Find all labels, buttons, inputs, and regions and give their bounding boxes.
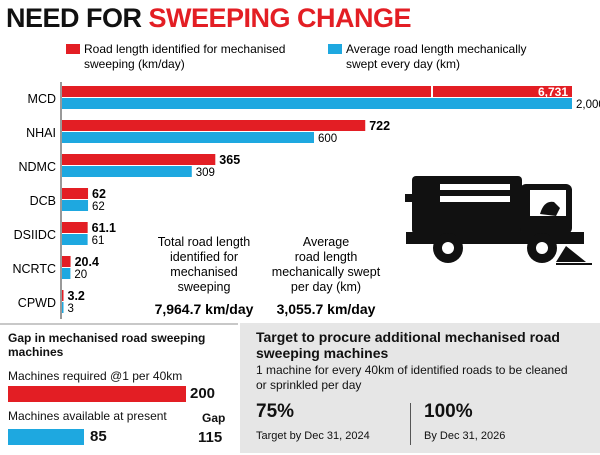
gap-value: 115 [198,429,223,446]
category-label-ncrtc: NCRTC [12,262,56,276]
bar-identified-nhai [62,120,366,131]
legend-red-label-line2: sweeping (km/day) [84,57,185,71]
legend-red-label-line1: Road length identified for mechanised [84,42,285,56]
total-swept-line2: road length [295,250,358,264]
total-identified: Total road length identified for mechani… [155,235,254,317]
value-label-identified-ncrtc: 20.4 [75,255,99,269]
total-identified-line2: identified for [170,250,238,264]
title-part-2: SWEEPING CHANGE [148,3,412,33]
value-label-identified-dcb: 62 [92,187,106,201]
total-swept: Average road length mechanically swept p… [272,235,381,317]
value-label-identified-cpwd: 3.2 [68,289,85,303]
bar-chart: Road length identified for mechanised sw… [12,42,600,319]
category-label-nhai: NHAI [26,126,56,140]
target-panel-description: 1 machine for every 40km of identified r… [256,363,568,392]
target1-percent: 75% [256,401,295,422]
bar-swept-dcb [62,200,89,211]
target-divider [410,403,411,445]
target-panel-title: Target to procure additional mechanised … [256,329,560,361]
legend-swatch-red [66,44,80,54]
gap-panel: Gap in mechanised road sweeping machines… [0,323,238,455]
category-label-cpwd: CPWD [18,296,56,310]
gap-panel-title: Gap in mechanised road sweeping machines [8,331,206,359]
available-bar [8,429,84,445]
total-identified-line1: Total road length [158,235,250,249]
value-label-swept-nhai: 600 [318,133,337,145]
bar-swept-ncrtc [62,268,71,279]
category-label-dsiidc: DSIIDC [14,228,56,242]
bar-identified-ndmc [62,154,216,165]
category-label-ndmc: NDMC [19,160,57,174]
value-label-identified-mcd: 6,731 [538,85,568,99]
gap-label: Gap [202,411,226,425]
target2-label: By Dec 31, 2026 [424,430,506,442]
legend-blue-label-line1: Average road length mechanically [346,42,527,56]
bar-identified-mcd [62,86,572,97]
value-label-swept-dcb: 62 [92,201,105,213]
legend-blue-label-line2: swept every day (km) [346,57,460,71]
target1-label: Target by Dec 31, 2024 [256,430,370,442]
bar-swept-mcd [62,98,572,109]
total-swept-line4: per day (km) [291,280,361,294]
total-identified-line3: mechanised [170,265,237,279]
title-part-1: NEED FOR [6,3,149,33]
bar-identified-cpwd [62,290,64,301]
total-identified-value: 7,964.7 km/day [155,301,254,317]
bar-identified-dcb [62,188,89,199]
bars-group: MCD 6,731 2,000 NHAI 722 600 NDMC 365 309 DCB 6262… [12,85,600,315]
total-swept-value: 3,055.7 km/day [277,301,376,317]
value-label-swept-ndmc: 309 [196,167,215,179]
value-label-identified-nhai: 722 [369,119,390,133]
value-label-swept-ncrtc: 20 [74,269,87,281]
value-label-identified-dsiidc: 61.1 [92,221,116,235]
target-panel: Target to procure additional mechanised … [240,323,600,453]
page-title: NEED FOR SWEEPING CHANGE [6,2,412,34]
target2-percent: 100% [424,401,473,422]
value-label-swept-dsiidc: 61 [92,235,105,247]
street-sweeper-icon [405,176,592,265]
available-label: Machines available at present [8,409,167,423]
category-label-mcd: MCD [28,92,56,106]
bar-swept-dsiidc [62,234,88,245]
total-swept-line1: Average [303,235,349,249]
bottom-section: Gap in mechanised road sweeping machines… [0,323,600,455]
total-swept-line3: mechanically swept [272,265,381,279]
total-identified-line4: sweeping [178,280,231,294]
required-bar [8,386,186,402]
bar-identified-dsiidc [62,222,88,233]
required-label: Machines required @1 per 40km [8,369,183,383]
value-label-swept-cpwd: 3 [68,303,74,315]
available-value: 85 [90,428,107,445]
category-label-dcb: DCB [30,194,56,208]
bar-swept-cpwd [62,302,64,313]
required-value: 200 [190,385,216,402]
bar-identified-ncrtc [62,256,71,267]
legend-swatch-blue [328,44,342,54]
bar-swept-nhai [62,132,314,143]
bar-swept-ndmc [62,166,192,177]
value-label-identified-ndmc: 365 [219,153,240,167]
value-label-swept-mcd: 2,000 [576,99,600,111]
